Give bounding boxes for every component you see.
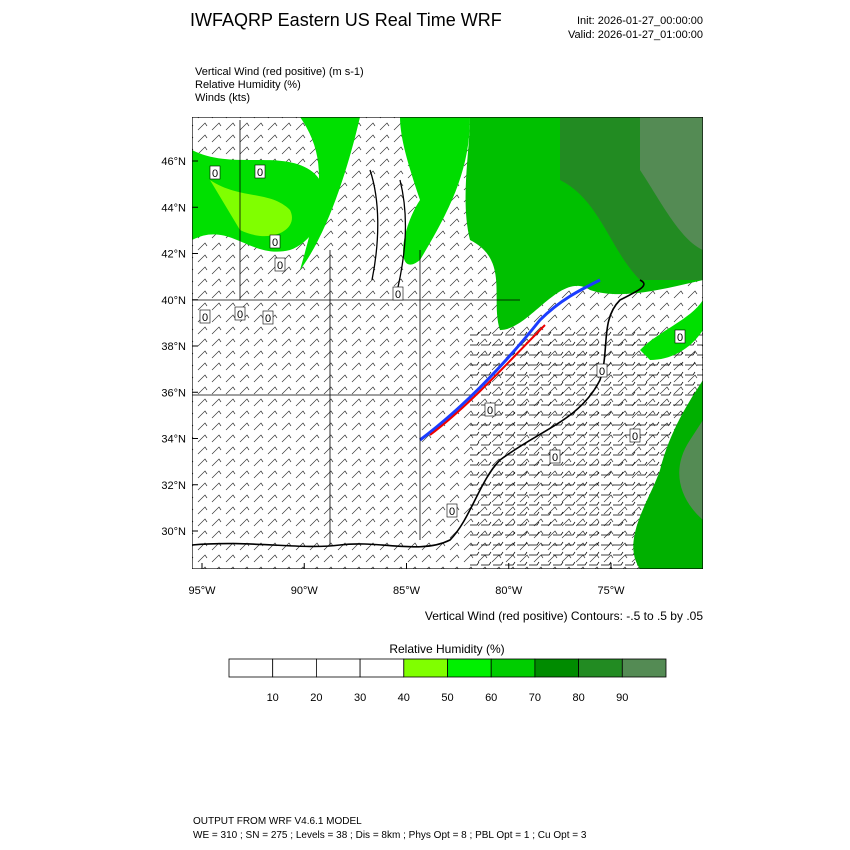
colorbar-box <box>578 658 623 678</box>
colorbar-box <box>621 658 667 678</box>
contour-label: 0 <box>632 431 638 443</box>
field-label: Winds (kts) <box>195 92 250 104</box>
colorbar-label: 10 <box>267 692 279 704</box>
lat-label: 34°N <box>161 434 186 446</box>
colorbar-label: 60 <box>485 692 497 704</box>
lat-label: 46°N <box>161 156 186 168</box>
colorbar-box <box>228 658 274 678</box>
contour-label: 0 <box>599 366 605 378</box>
footer-line: WE = 310 ; SN = 275 ; Levels = 38 ; Dis … <box>193 830 587 841</box>
colorbar-label: 50 <box>441 692 453 704</box>
contour-label: 0 <box>449 506 455 518</box>
contour-label-box <box>254 164 266 179</box>
lat-label: 44°N <box>161 202 186 214</box>
lat-label: 42°N <box>161 249 186 261</box>
contour-label-box <box>234 306 246 321</box>
contour-label: 0 <box>257 167 263 179</box>
map <box>192 117 703 569</box>
colorbar-label: 20 <box>310 692 322 704</box>
contour-label-box <box>446 503 458 518</box>
colorbar-box <box>403 658 448 678</box>
colorbar-label: 40 <box>398 692 410 704</box>
footer-line: OUTPUT FROM WRF V4.6.1 MODEL <box>193 816 362 827</box>
contour-label: 0 <box>552 452 558 464</box>
contour-label: 0 <box>395 289 401 301</box>
lon-label: 90°W <box>291 585 319 597</box>
contour-label-box <box>392 286 404 301</box>
lat-label: 36°N <box>161 387 186 399</box>
colorbar-title: Relative Humidity (%) <box>389 642 504 656</box>
contour-label: 0 <box>487 405 493 417</box>
contour-label-box <box>596 363 608 378</box>
contour-label-box <box>269 234 281 249</box>
lon-label: 95°W <box>188 585 216 597</box>
contour-label-box <box>549 449 561 464</box>
colorbar-box <box>272 658 317 678</box>
init-time: Init: 2026-01-27_00:00:00 <box>577 15 703 27</box>
colorbar-box <box>534 658 580 678</box>
lon-label: 80°W <box>495 585 523 597</box>
colorbar-label: 90 <box>616 692 628 704</box>
colorbar-box <box>447 658 492 678</box>
contour-label: 0 <box>265 313 271 325</box>
contour-label: 0 <box>237 309 243 321</box>
colorbar-box <box>359 658 405 678</box>
lon-label: 85°W <box>393 585 421 597</box>
colorbar-label: 70 <box>529 692 541 704</box>
contour-label-box <box>209 165 221 180</box>
colorbar-box <box>315 658 361 678</box>
contour-label-box <box>674 329 686 344</box>
contour-label: 0 <box>272 237 278 249</box>
colorbar-box <box>490 658 536 678</box>
field-label: Relative Humidity (%) <box>195 79 301 91</box>
colorbar-label: 30 <box>354 692 366 704</box>
contour-label: 0 <box>202 312 208 324</box>
field-label: Vertical Wind (red positive) (m s-1) <box>195 66 364 78</box>
lat-label: 40°N <box>161 295 186 307</box>
lat-label: 38°N <box>161 341 186 353</box>
contour-label: 0 <box>277 260 283 272</box>
contour-label-box <box>199 309 211 324</box>
lat-label: 30°N <box>161 526 186 538</box>
title: IWFAQRP Eastern US Real Time WRF <box>190 10 502 30</box>
lon-label: 75°W <box>597 585 625 597</box>
lat-label: 32°N <box>161 480 186 492</box>
colorbar-label: 80 <box>572 692 584 704</box>
contour-note: Vertical Wind (red positive) Contours: -… <box>425 609 703 623</box>
contour-label-box <box>484 402 496 417</box>
valid-time: Valid: 2026-01-27_01:00:00 <box>568 29 703 41</box>
contour-label: 0 <box>677 332 683 344</box>
contour-label-box <box>274 257 286 272</box>
contour-label: 0 <box>212 168 218 180</box>
contour-label-box <box>262 310 274 325</box>
contour-label-box <box>629 428 641 443</box>
